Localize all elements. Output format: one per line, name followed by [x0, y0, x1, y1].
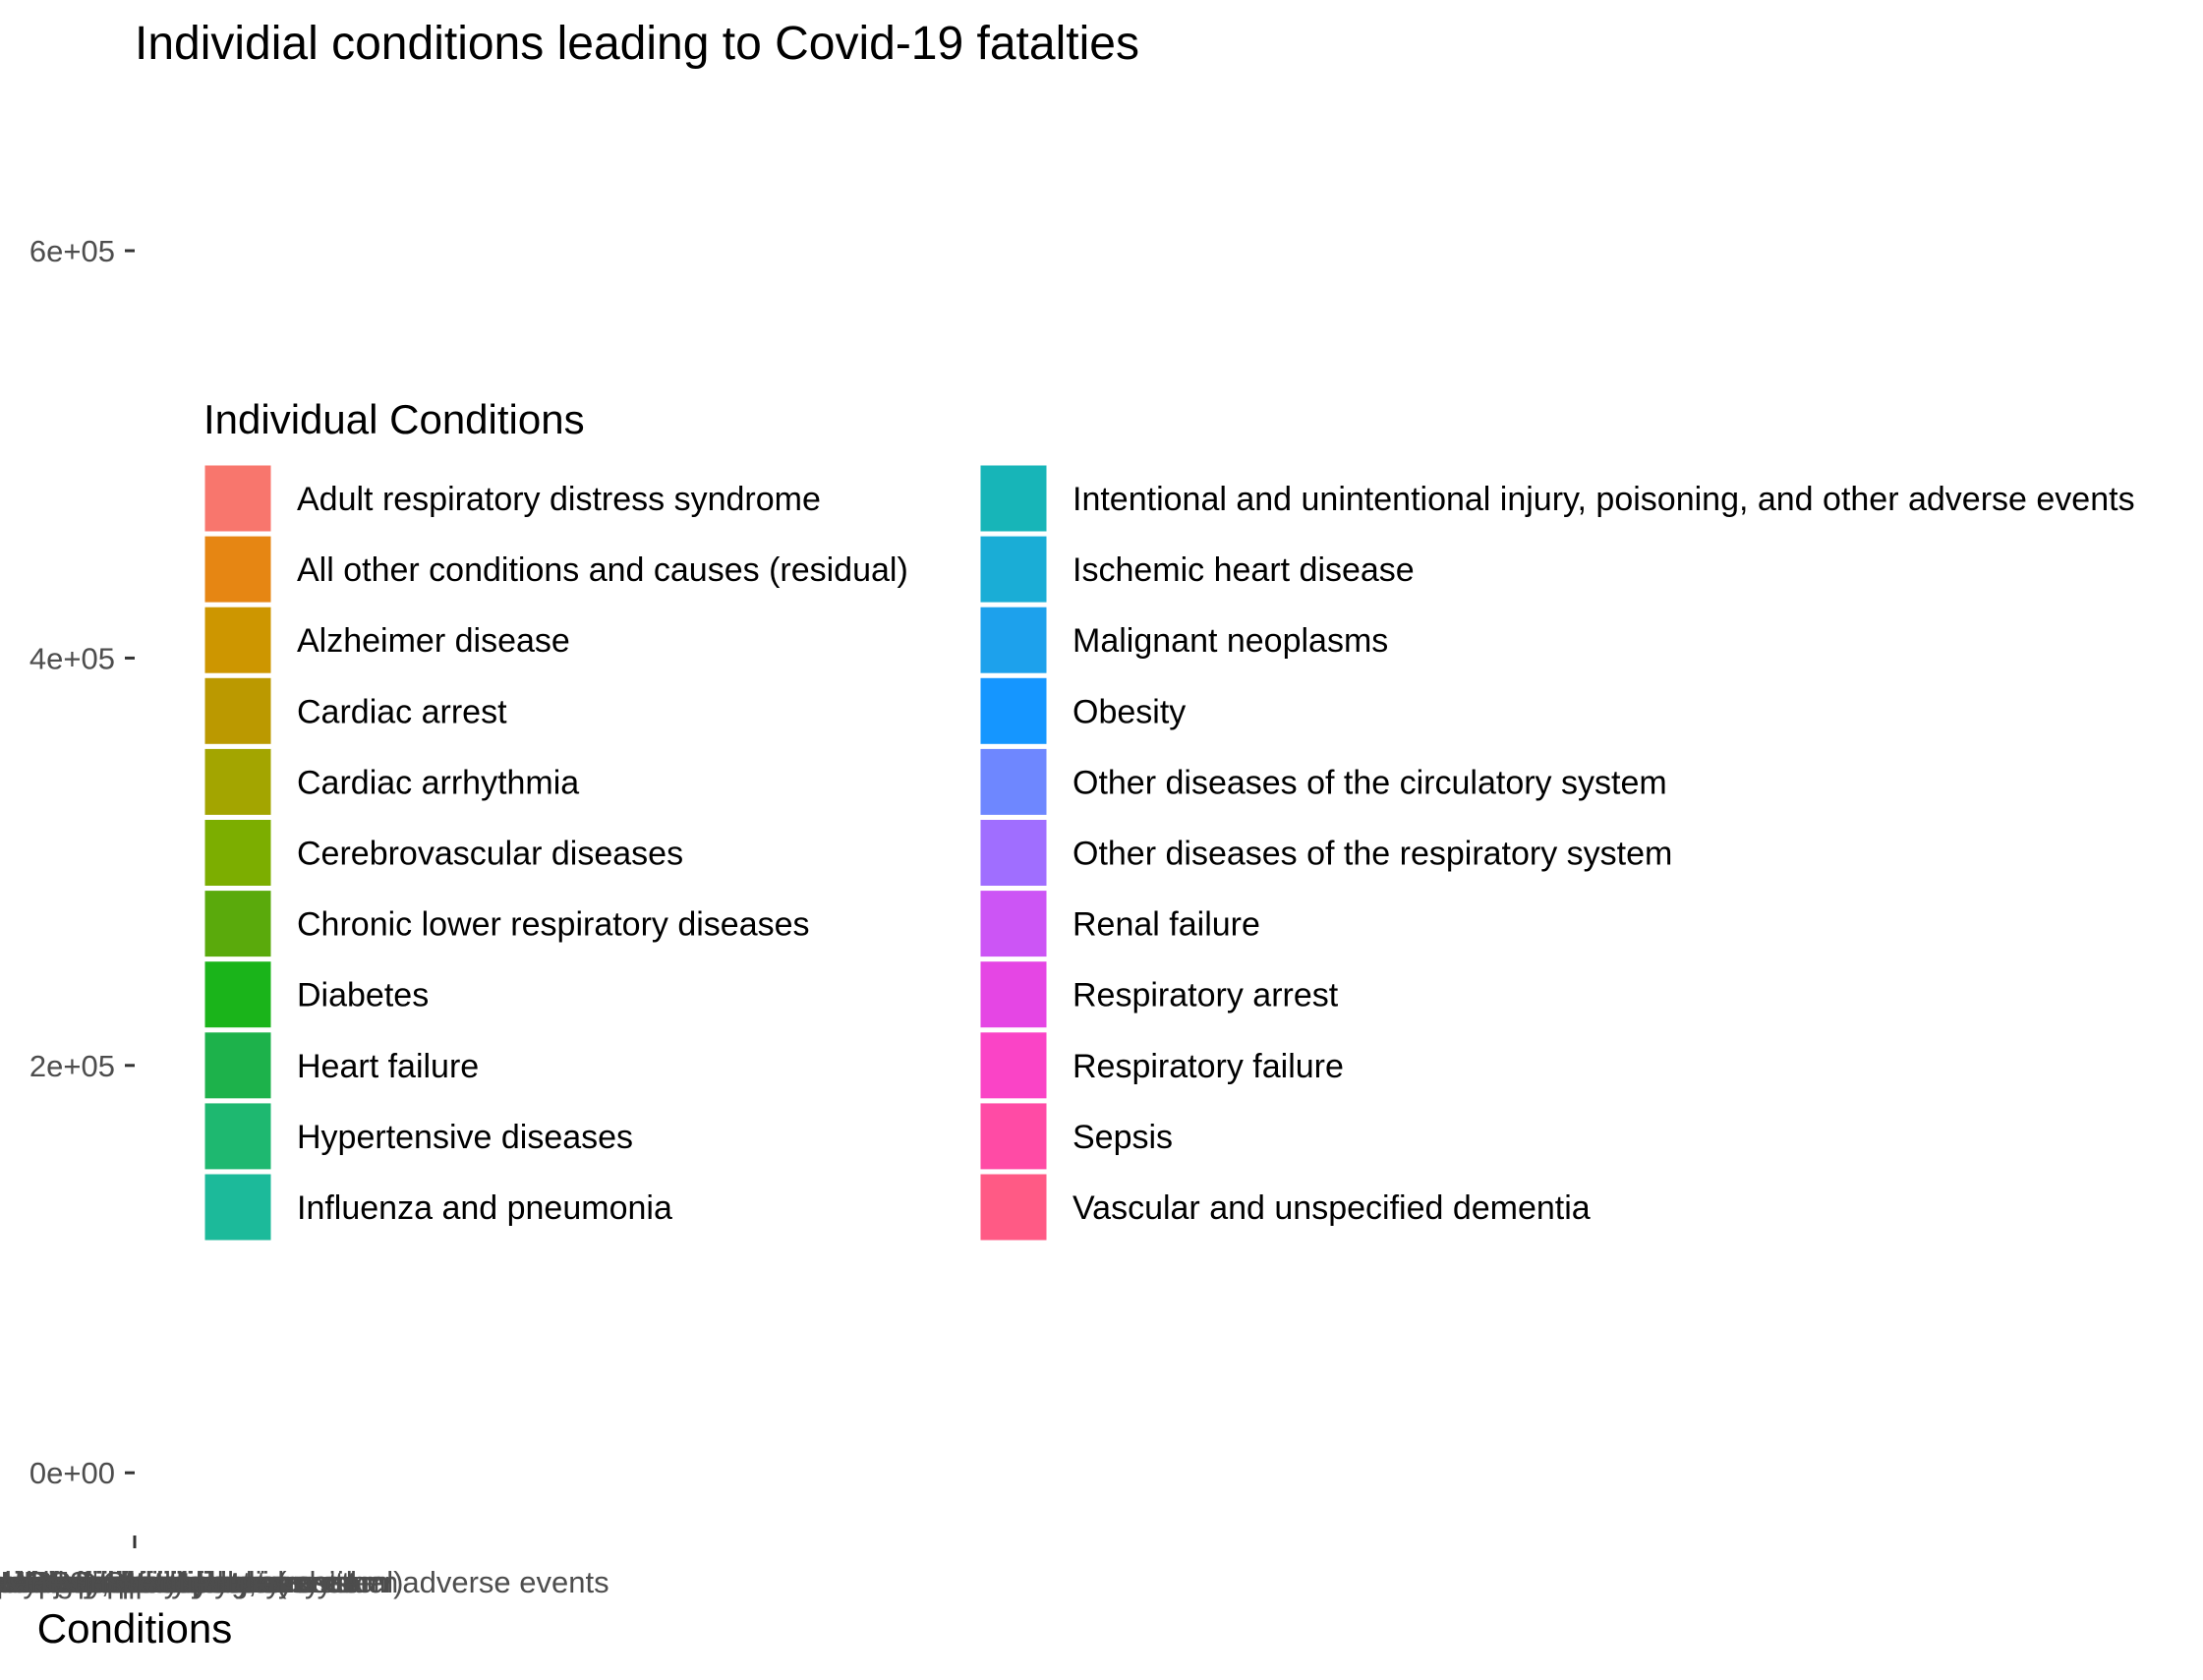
legend-label: Obesity: [1073, 693, 1186, 730]
x-tick-label: Malignant neoplasms: [1, 1565, 289, 1599]
legend-label: Alzheimer disease: [297, 622, 570, 660]
y-tick-label: 4e+05: [29, 641, 115, 675]
legend-title: Individual Conditions: [203, 396, 585, 442]
legend-key: [977, 1029, 1050, 1102]
legend-key: [202, 604, 274, 676]
legend-key: [202, 533, 274, 606]
x-tick-label: Obesity: [102, 1565, 206, 1599]
legend-label: Respiratory failure: [1073, 1048, 1344, 1085]
x-tick-label: Heart failure: [62, 1565, 228, 1599]
x-tick-label: Sepsis: [69, 1565, 160, 1599]
legend-label: Cardiac arrest: [297, 693, 507, 730]
x-tick-label: Influenza and pneumonia: [0, 1565, 287, 1599]
legend-key: [977, 888, 1050, 960]
x-tick-label: All other conditions and causes (residua…: [0, 1565, 403, 1599]
legend-key: [977, 745, 1050, 818]
legend-label: Influenza and pneumonia: [297, 1189, 672, 1227]
legend-label: Respiratory arrest: [1073, 977, 1339, 1014]
x-tick-label: Hypertensive diseases: [1, 1565, 308, 1599]
legend-key: [202, 1171, 274, 1244]
legend-key: [977, 674, 1050, 747]
legend-key: [202, 958, 274, 1031]
legend-key: [202, 817, 274, 889]
legend-label: Vascular and unspecified dementia: [1073, 1189, 1591, 1227]
legend-label: Adult respiratory distress syndrome: [297, 481, 821, 518]
chart-title: Individial conditions leading to Covid-1…: [135, 18, 1139, 70]
legend-key: [202, 674, 274, 747]
x-tick-label: Intentional and unintentional injury, po…: [0, 1565, 609, 1599]
legend-key: [977, 817, 1050, 889]
legend-key: [977, 604, 1050, 676]
x-tick-label: Vascular and unspecified dementia: [0, 1565, 362, 1599]
legend-key: [202, 1100, 274, 1173]
x-tick-label: Cardiac arrest: [49, 1565, 241, 1599]
legend-key: [977, 1171, 1050, 1244]
legend-label: Intentional and unintentional injury, po…: [1073, 481, 2135, 518]
legend-label: Heart failure: [297, 1048, 479, 1085]
legend-label: Cardiac arrhythmia: [297, 764, 579, 801]
x-tick-label: Cardiac arrhythmia: [26, 1565, 284, 1599]
x-tick-label: Other diseases of the respiratory system: [0, 1565, 398, 1599]
y-axis: 0e+00 2e+05 4e+05 6e+05: [29, 234, 135, 1490]
legend-label: Other diseases of the respiratory system: [1073, 836, 1672, 873]
legend-key: [202, 745, 274, 818]
legend-key: [977, 533, 1050, 606]
legend-label: Sepsis: [1073, 1119, 1173, 1156]
x-tick-label: Chronic lower respiratory diseases: [0, 1565, 359, 1599]
legend-items: Adult respiratory distress syndrome All o…: [202, 462, 2135, 1244]
y-tick-label: 0e+00: [29, 1456, 115, 1490]
legend-label: Renal failure: [1073, 906, 1260, 944]
legend-label: Diabetes: [297, 977, 429, 1014]
legend-label: All other conditions and causes (residua…: [297, 551, 908, 589]
x-tick-label: Cerebrovascular diseases: [0, 1565, 291, 1599]
legend-key: [977, 462, 1050, 535]
x-tick-label: Respiratory failure: [30, 1565, 278, 1599]
x-tick-label: Ischemic heart disease: [0, 1565, 291, 1599]
legend-key: [977, 1100, 1050, 1173]
legend-label: Hypertensive diseases: [297, 1119, 633, 1156]
legend-label: Malignant neoplasms: [1073, 622, 1388, 660]
legend-label: Chronic lower respiratory diseases: [297, 906, 810, 944]
x-axis-title: Conditions: [37, 1605, 232, 1651]
legend-label: Ischemic heart disease: [1073, 551, 1415, 589]
x-tick-label: Diabetes: [75, 1565, 195, 1599]
x-tick-label: Alzheimer disease: [10, 1565, 259, 1599]
legend: Individual Conditions Adult respiratory …: [202, 396, 2135, 1244]
legend-key: [977, 958, 1050, 1031]
legend-label: Cerebrovascular diseases: [297, 836, 683, 873]
x-tick-label: Renal failure: [49, 1565, 220, 1599]
legend-label: Other diseases of the circulatory system: [1073, 764, 1667, 801]
x-tick-label: Adult respiratory distress syndrome: [0, 1565, 354, 1599]
legend-key: [202, 888, 274, 960]
y-tick-label: 2e+05: [29, 1049, 115, 1083]
legend-key: [202, 1029, 274, 1102]
x-tick-label: Other diseases of the circulatory system: [0, 1565, 386, 1599]
legend-key: [202, 462, 274, 535]
x-tick-label: Respiratory arrest: [24, 1565, 266, 1599]
y-tick-label: 6e+05: [29, 234, 115, 268]
